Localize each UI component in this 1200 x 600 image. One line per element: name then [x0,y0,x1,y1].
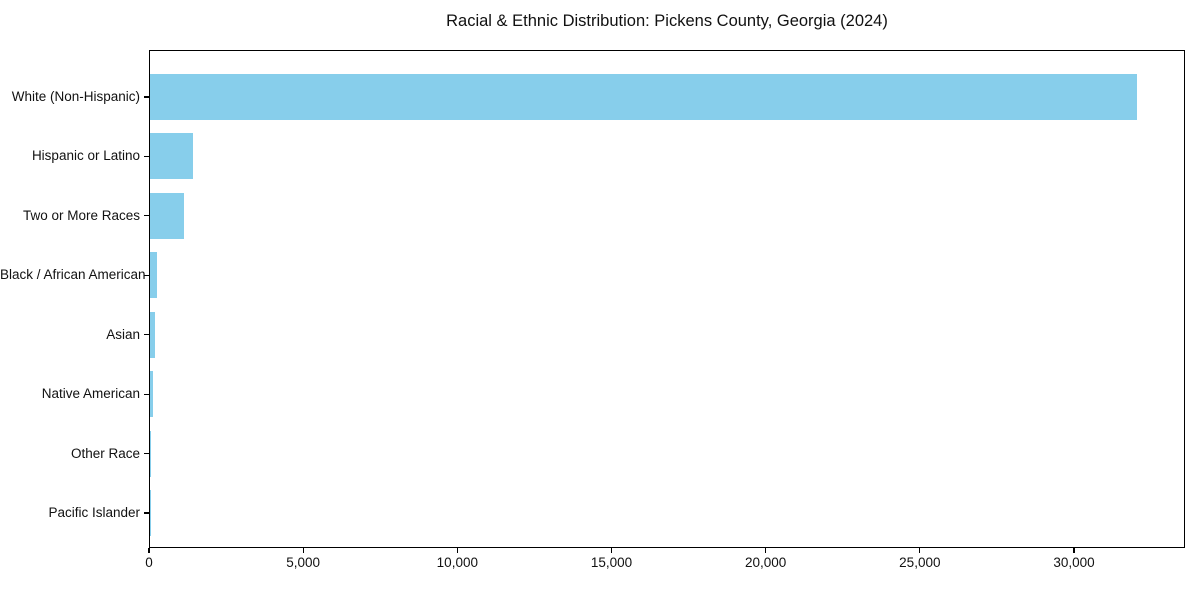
bar-native-american [150,371,154,418]
x-tick-label: 0 [145,555,153,570]
bar-other-race [150,430,152,477]
x-axis-tick [919,548,921,553]
y-axis-tick [144,334,149,336]
y-axis-tick [144,393,149,395]
x-axis-tick [456,548,458,553]
bar-black-african-american [150,252,157,299]
y-tick-label: White (Non-Hispanic) [11,89,140,104]
x-axis-tick [765,548,767,553]
x-tick-label: 15,000 [590,555,633,570]
bar-hispanic-or-latino [150,133,194,180]
x-axis-tick [302,548,304,553]
y-axis-tick [144,155,149,158]
x-tick-label: 25,000 [899,555,941,570]
y-axis-tick [144,452,149,455]
y-tick-label: Pacific Islander [48,505,140,520]
y-axis-tick [144,274,149,276]
x-tick-label: 5,000 [286,555,321,570]
x-axis-tick [610,548,613,553]
y-axis-tick [144,215,149,217]
bar-two-or-more-races [150,192,184,239]
y-tick-label: Native American [41,386,140,402]
x-tick-label: 30,000 [1053,555,1095,570]
y-axis-tick [144,96,149,98]
y-tick-label: Black / African American [0,267,146,283]
x-axis-tick [1073,548,1075,553]
x-axis-tick [148,548,150,553]
bar-asian [150,311,155,358]
bar-white-non-hispanic [150,74,1137,120]
x-tick-label: 20,000 [745,555,787,570]
y-tick-label: Asian [106,326,140,342]
y-axis-tick [144,512,149,514]
y-tick-label: Hispanic or Latino [31,148,140,164]
y-tick-label: Two or More Races [22,207,140,223]
chart-title: Racial & Ethnic Distribution: Pickens Co… [446,12,888,30]
plot-area [149,50,1185,548]
x-tick-label: 10,000 [436,555,478,570]
y-tick-label: Other Race [70,445,140,461]
